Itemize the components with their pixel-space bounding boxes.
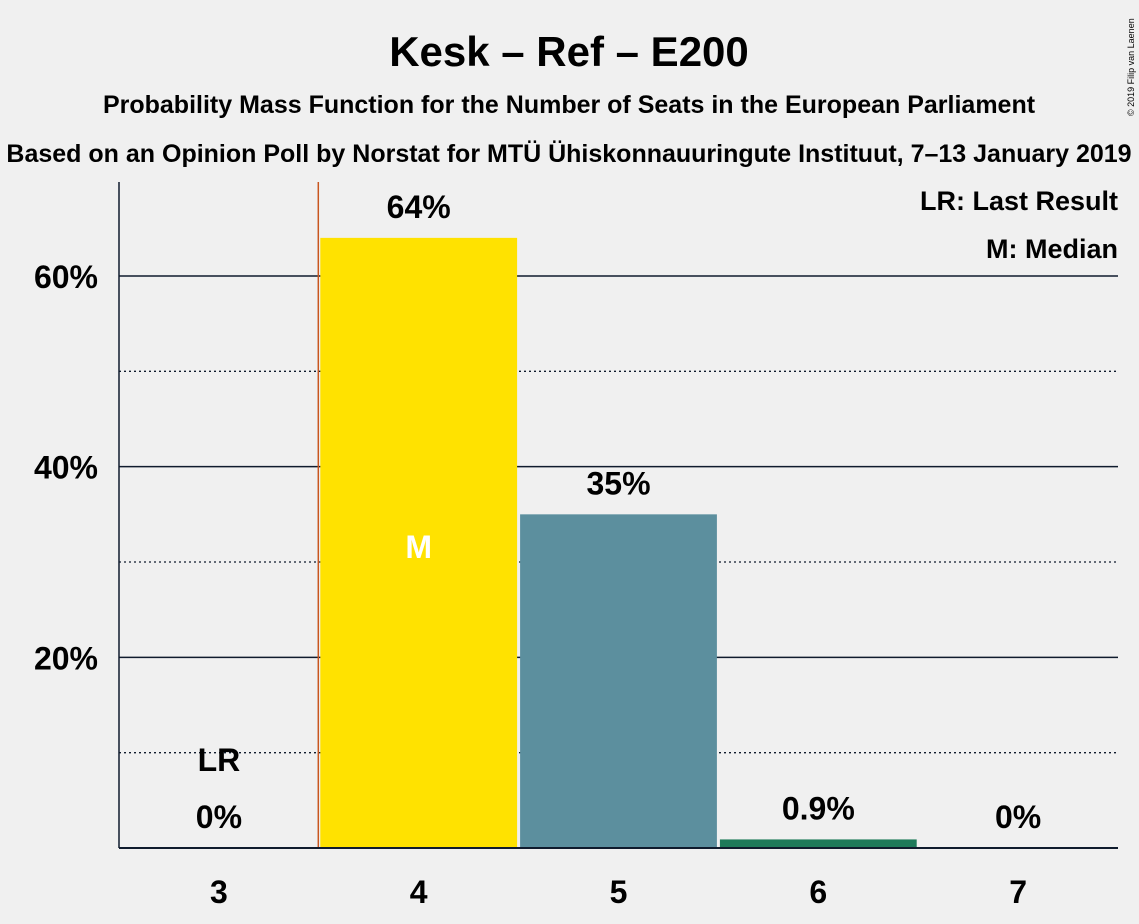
x-tick-label: 5	[610, 874, 628, 910]
gridlines	[119, 275, 1118, 754]
x-tick-label: 4	[410, 874, 428, 910]
x-tick-label: 3	[210, 874, 228, 910]
chart-title: Kesk – Ref – E200	[389, 28, 749, 75]
y-tick-label: 20%	[34, 640, 98, 676]
x-tick-label: 7	[1009, 874, 1027, 910]
chart-source: Based on an Opinion Poll by Norstat for …	[6, 139, 1131, 168]
value-label-5: 35%	[586, 465, 650, 501]
x-tick-label: 6	[809, 874, 827, 910]
axes	[118, 182, 1118, 849]
value-label-6: 0.9%	[782, 790, 855, 826]
value-label-7: 0%	[995, 799, 1041, 835]
legend-median: M: Median	[986, 234, 1118, 264]
value-label-4: 64%	[387, 189, 451, 225]
bar-4	[320, 237, 518, 848]
median-marker: M	[405, 529, 432, 565]
labels: 20% 40% 60% 3 0% LR 4 64% M 5 35% 6 0.9% 7 0%	[34, 189, 1041, 910]
y-tick-label: 40%	[34, 450, 98, 486]
value-label-3: 0%	[196, 799, 242, 835]
bar-6	[719, 839, 917, 848]
bar-5	[520, 514, 717, 848]
y-tick-label: 60%	[34, 259, 98, 295]
bars	[320, 237, 917, 848]
copyright-text: © 2019 Filip van Laenen	[1126, 18, 1136, 116]
legend-last-result: LR: Last Result	[920, 186, 1118, 216]
chart-subtitle: Probability Mass Function for the Number…	[103, 91, 1036, 119]
last-result-marker: LR	[198, 742, 241, 778]
